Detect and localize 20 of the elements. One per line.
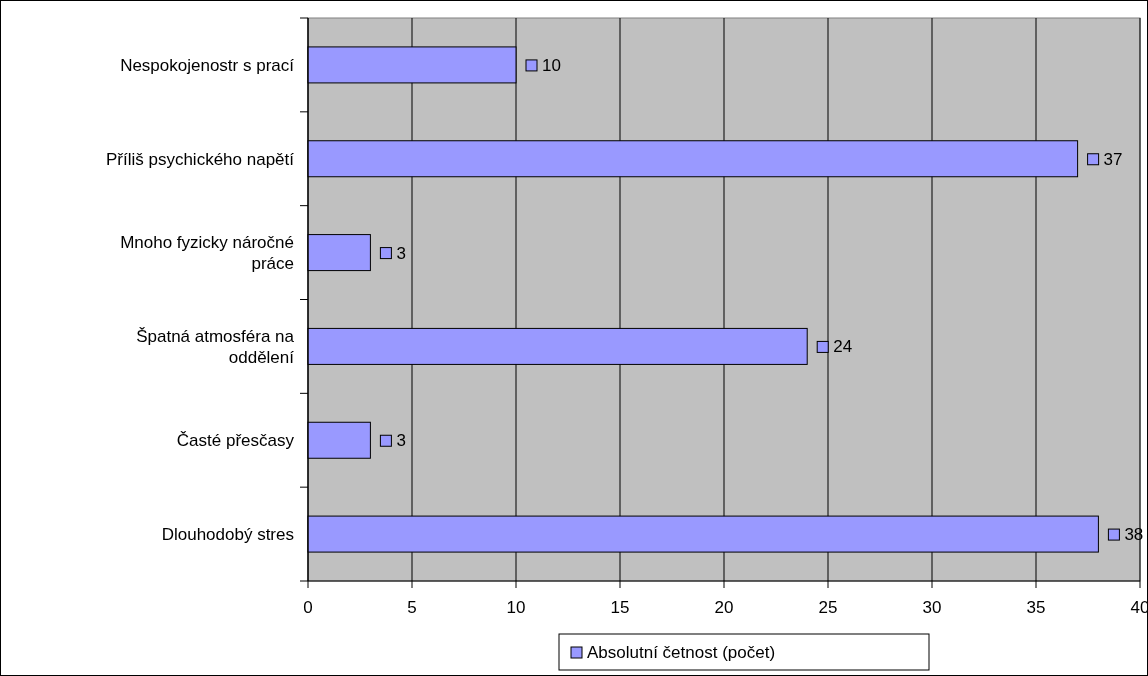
y-tick-label: Nespokojenostr s prací <box>120 55 295 75</box>
y-tick-label: Mnoho fyzicky náročné práce <box>120 233 294 274</box>
y-tick-label: Časté přesčasy <box>176 431 295 451</box>
x-tick-label: 5 <box>407 598 417 617</box>
legend-label: Absolutní četnost (počet) <box>587 643 776 662</box>
data-label: 3 <box>396 243 406 263</box>
x-tick-label: 25 <box>818 598 838 617</box>
x-tick-label: 35 <box>1026 598 1046 617</box>
data-label: 37 <box>1103 149 1123 169</box>
x-tick-label: 10 <box>506 598 526 617</box>
data-label: 10 <box>542 55 561 75</box>
x-tick-label: 0 <box>303 598 313 617</box>
x-tick-label: 15 <box>610 598 630 617</box>
x-tick-label: 30 <box>922 598 942 617</box>
y-tick-label: Příliš psychického napětí <box>105 149 295 169</box>
data-label: 3 <box>396 431 406 451</box>
data-label: 24 <box>833 337 853 357</box>
y-tick-label: Dlouhodobý stres <box>161 525 294 545</box>
x-tick-label: 20 <box>714 598 734 617</box>
y-tick-label: Špatná atmosféra na oddělení <box>136 326 295 367</box>
